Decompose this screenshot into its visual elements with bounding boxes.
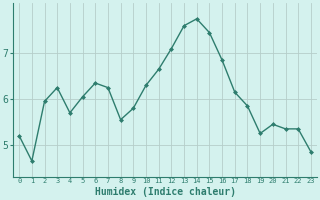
X-axis label: Humidex (Indice chaleur): Humidex (Indice chaleur): [94, 187, 236, 197]
